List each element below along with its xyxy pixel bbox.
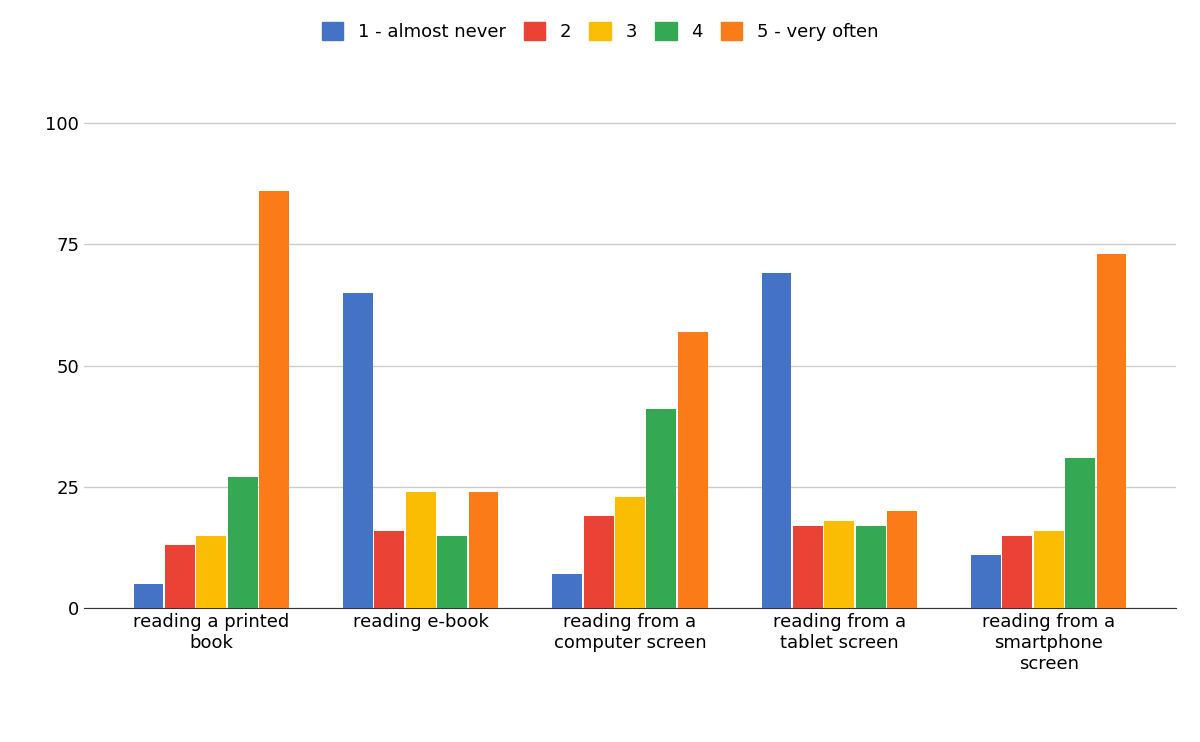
Bar: [762, 273, 792, 608]
Bar: [166, 545, 194, 608]
Bar: [406, 492, 436, 608]
Bar: [678, 332, 708, 608]
Bar: [824, 521, 854, 608]
Bar: [1002, 536, 1032, 608]
Bar: [468, 492, 498, 608]
Bar: [971, 555, 1001, 608]
Bar: [1066, 458, 1094, 608]
Bar: [647, 410, 677, 608]
Bar: [343, 293, 373, 608]
Bar: [228, 477, 258, 608]
Bar: [616, 496, 644, 608]
Bar: [197, 536, 227, 608]
Bar: [583, 516, 613, 608]
Bar: [552, 574, 582, 608]
Bar: [374, 531, 404, 608]
Bar: [259, 191, 289, 608]
Bar: [133, 584, 163, 608]
Legend: 1 - almost never, 2, 3, 4, 5 - very often: 1 - almost never, 2, 3, 4, 5 - very ofte…: [312, 13, 888, 50]
Bar: [887, 511, 917, 608]
Bar: [1097, 254, 1127, 608]
Bar: [1033, 531, 1063, 608]
Bar: [437, 536, 467, 608]
Bar: [856, 526, 886, 608]
Bar: [793, 526, 823, 608]
